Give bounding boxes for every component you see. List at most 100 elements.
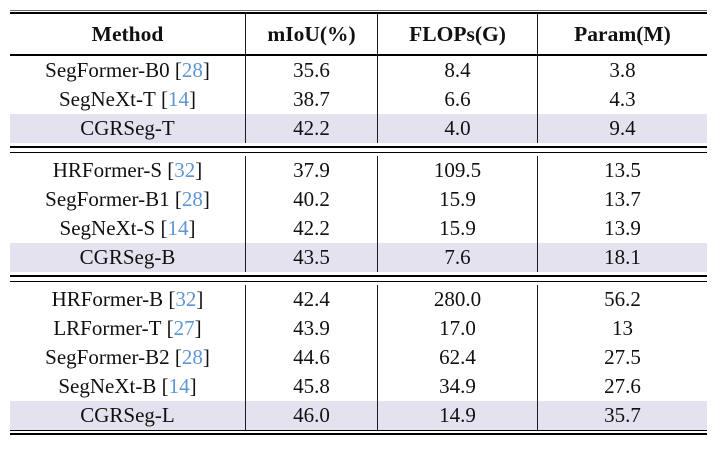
miou-value: 43.5 (245, 243, 377, 272)
citation-bracket: ] (196, 287, 204, 311)
citation-ref-link[interactable]: 14 (167, 216, 189, 240)
citation-bracket: ] (194, 316, 202, 340)
group-separator-rule (10, 272, 707, 285)
citation-bracket: ] (202, 345, 210, 369)
flops-value: 14.9 (377, 401, 537, 430)
method-name: HRFormer-B (51, 287, 164, 311)
method-cell: SegFormer-B1 [28] (10, 185, 245, 214)
method-name: CGRSeg-B (79, 245, 176, 269)
table-row-highlighted: CGRSeg-B 43.5 7.6 18.1 (10, 243, 707, 272)
citation-bracket: ] (202, 187, 210, 211)
method-name: HRFormer-S (52, 158, 162, 182)
flops-value: 8.4 (377, 56, 537, 85)
method-cell: SegNeXt-S [14] (10, 214, 245, 243)
method-cell: SegNeXt-B [14] (10, 372, 245, 401)
citation-ref-link[interactable]: 14 (168, 87, 190, 111)
method-name: SegNeXt-B (58, 374, 157, 398)
citation-bracket: [ (155, 87, 169, 111)
param-value: 4.3 (537, 85, 707, 114)
flops-value: 4.0 (377, 114, 537, 143)
table-bottom-rule (10, 430, 707, 435)
miou-value: 42.2 (245, 214, 377, 243)
flops-value: 15.9 (377, 214, 537, 243)
miou-value: 42.4 (245, 285, 377, 314)
table-row: HRFormer-B [32] 42.4 280.0 56.2 (10, 285, 707, 314)
miou-value: 37.9 (245, 156, 377, 185)
param-value: 3.8 (537, 56, 707, 85)
flops-value: 15.9 (377, 185, 537, 214)
citation-bracket: [ (169, 345, 182, 369)
miou-value: 44.6 (245, 343, 377, 372)
param-value: 9.4 (537, 114, 707, 143)
table-row: SegNeXt-B [14] 45.8 34.9 27.6 (10, 372, 707, 401)
method-cell: CGRSeg-B (10, 243, 245, 272)
method-cell: LRFormer-T [27] (10, 314, 245, 343)
column-header-method: Method (91, 21, 164, 46)
param-value: 56.2 (537, 285, 707, 314)
results-table: Method mIoU(%) FLOPs(G) Param(M) SegForm… (10, 10, 707, 435)
method-name: CGRSeg-T (80, 116, 175, 140)
citation-ref-link[interactable]: 28 (181, 345, 203, 369)
method-cell: CGRSeg-T (10, 114, 245, 143)
citation-bracket: [ (169, 187, 182, 211)
header-rule (10, 54, 707, 56)
citation-bracket: [ (161, 316, 174, 340)
column-header-miou: mIoU(%) (245, 14, 377, 54)
flops-value: 280.0 (377, 285, 537, 314)
method-cell: HRFormer-B [32] (10, 285, 245, 314)
miou-value: 46.0 (245, 401, 377, 430)
citation-ref-link[interactable]: 32 (174, 158, 196, 182)
citation-ref-link[interactable]: 28 (181, 187, 203, 211)
table-group: HRFormer-B [32] 42.4 280.0 56.2 LRFormer-T [… (10, 285, 707, 430)
table-group: SegFormer-B0 [28] 35.6 8.4 3.8 SegNeXt-T [14… (10, 56, 707, 143)
method-cell: CGRSeg-L (10, 401, 245, 430)
table-row: SegFormer-B0 [28] 35.6 8.4 3.8 (10, 56, 707, 85)
method-cell: SegFormer-B0 [28] (10, 56, 245, 85)
miou-value: 40.2 (245, 185, 377, 214)
miou-value: 35.6 (245, 56, 377, 85)
table-row: HRFormer-S [32] 37.9 109.5 13.5 (10, 156, 707, 185)
param-value: 35.7 (537, 401, 707, 430)
param-value: 27.6 (537, 372, 707, 401)
table-top-rule (10, 10, 707, 14)
table-row: LRFormer-T [27] 43.9 17.0 13 (10, 314, 707, 343)
param-value: 18.1 (537, 243, 707, 272)
miou-value: 38.7 (245, 85, 377, 114)
flops-value: 34.9 (377, 372, 537, 401)
citation-ref-link[interactable]: 32 (175, 287, 197, 311)
method-cell: SegFormer-B2 [28] (10, 343, 245, 372)
method-name: CGRSeg-L (80, 403, 175, 427)
citation-bracket: [ (162, 158, 175, 182)
method-name: SegFormer-B2 (45, 345, 170, 369)
citation-ref-link[interactable]: 27 (173, 316, 195, 340)
table-row-highlighted: CGRSeg-L 46.0 14.9 35.7 (10, 401, 707, 430)
flops-value: 7.6 (377, 243, 537, 272)
table-header-row: Method mIoU(%) FLOPs(G) Param(M) (10, 14, 707, 54)
param-value: 13.7 (537, 185, 707, 214)
method-name: SegNeXt-S (59, 216, 156, 240)
citation-ref-link[interactable]: 28 (181, 58, 203, 82)
param-value: 27.5 (537, 343, 707, 372)
param-value: 13.5 (537, 156, 707, 185)
column-header-flops: FLOPs(G) (377, 14, 537, 54)
table-row-highlighted: CGRSeg-T 42.2 4.0 9.4 (10, 114, 707, 143)
table-row: SegNeXt-S [14] 42.2 15.9 13.9 (10, 214, 707, 243)
citation-bracket: [ (156, 374, 169, 398)
method-name: LRFormer-T (53, 316, 162, 340)
citation-ref-link[interactable]: 14 (168, 374, 190, 398)
flops-value: 109.5 (377, 156, 537, 185)
table-row: SegFormer-B1 [28] 40.2 15.9 13.7 (10, 185, 707, 214)
citation-bracket: [ (155, 216, 168, 240)
citation-bracket: ] (189, 374, 197, 398)
table-row: SegFormer-B2 [28] 44.6 62.4 27.5 (10, 343, 707, 372)
method-name: SegFormer-B0 (45, 58, 170, 82)
table-group: HRFormer-S [32] 37.9 109.5 13.5 SegFormer-B1… (10, 156, 707, 272)
flops-value: 17.0 (377, 314, 537, 343)
flops-value: 6.6 (377, 85, 537, 114)
param-value: 13 (537, 314, 707, 343)
citation-bracket: [ (169, 58, 182, 82)
table-row: SegNeXt-T [14] 38.7 6.6 4.3 (10, 85, 707, 114)
method-cell: SegNeXt-T [14] (10, 85, 245, 114)
flops-value: 62.4 (377, 343, 537, 372)
